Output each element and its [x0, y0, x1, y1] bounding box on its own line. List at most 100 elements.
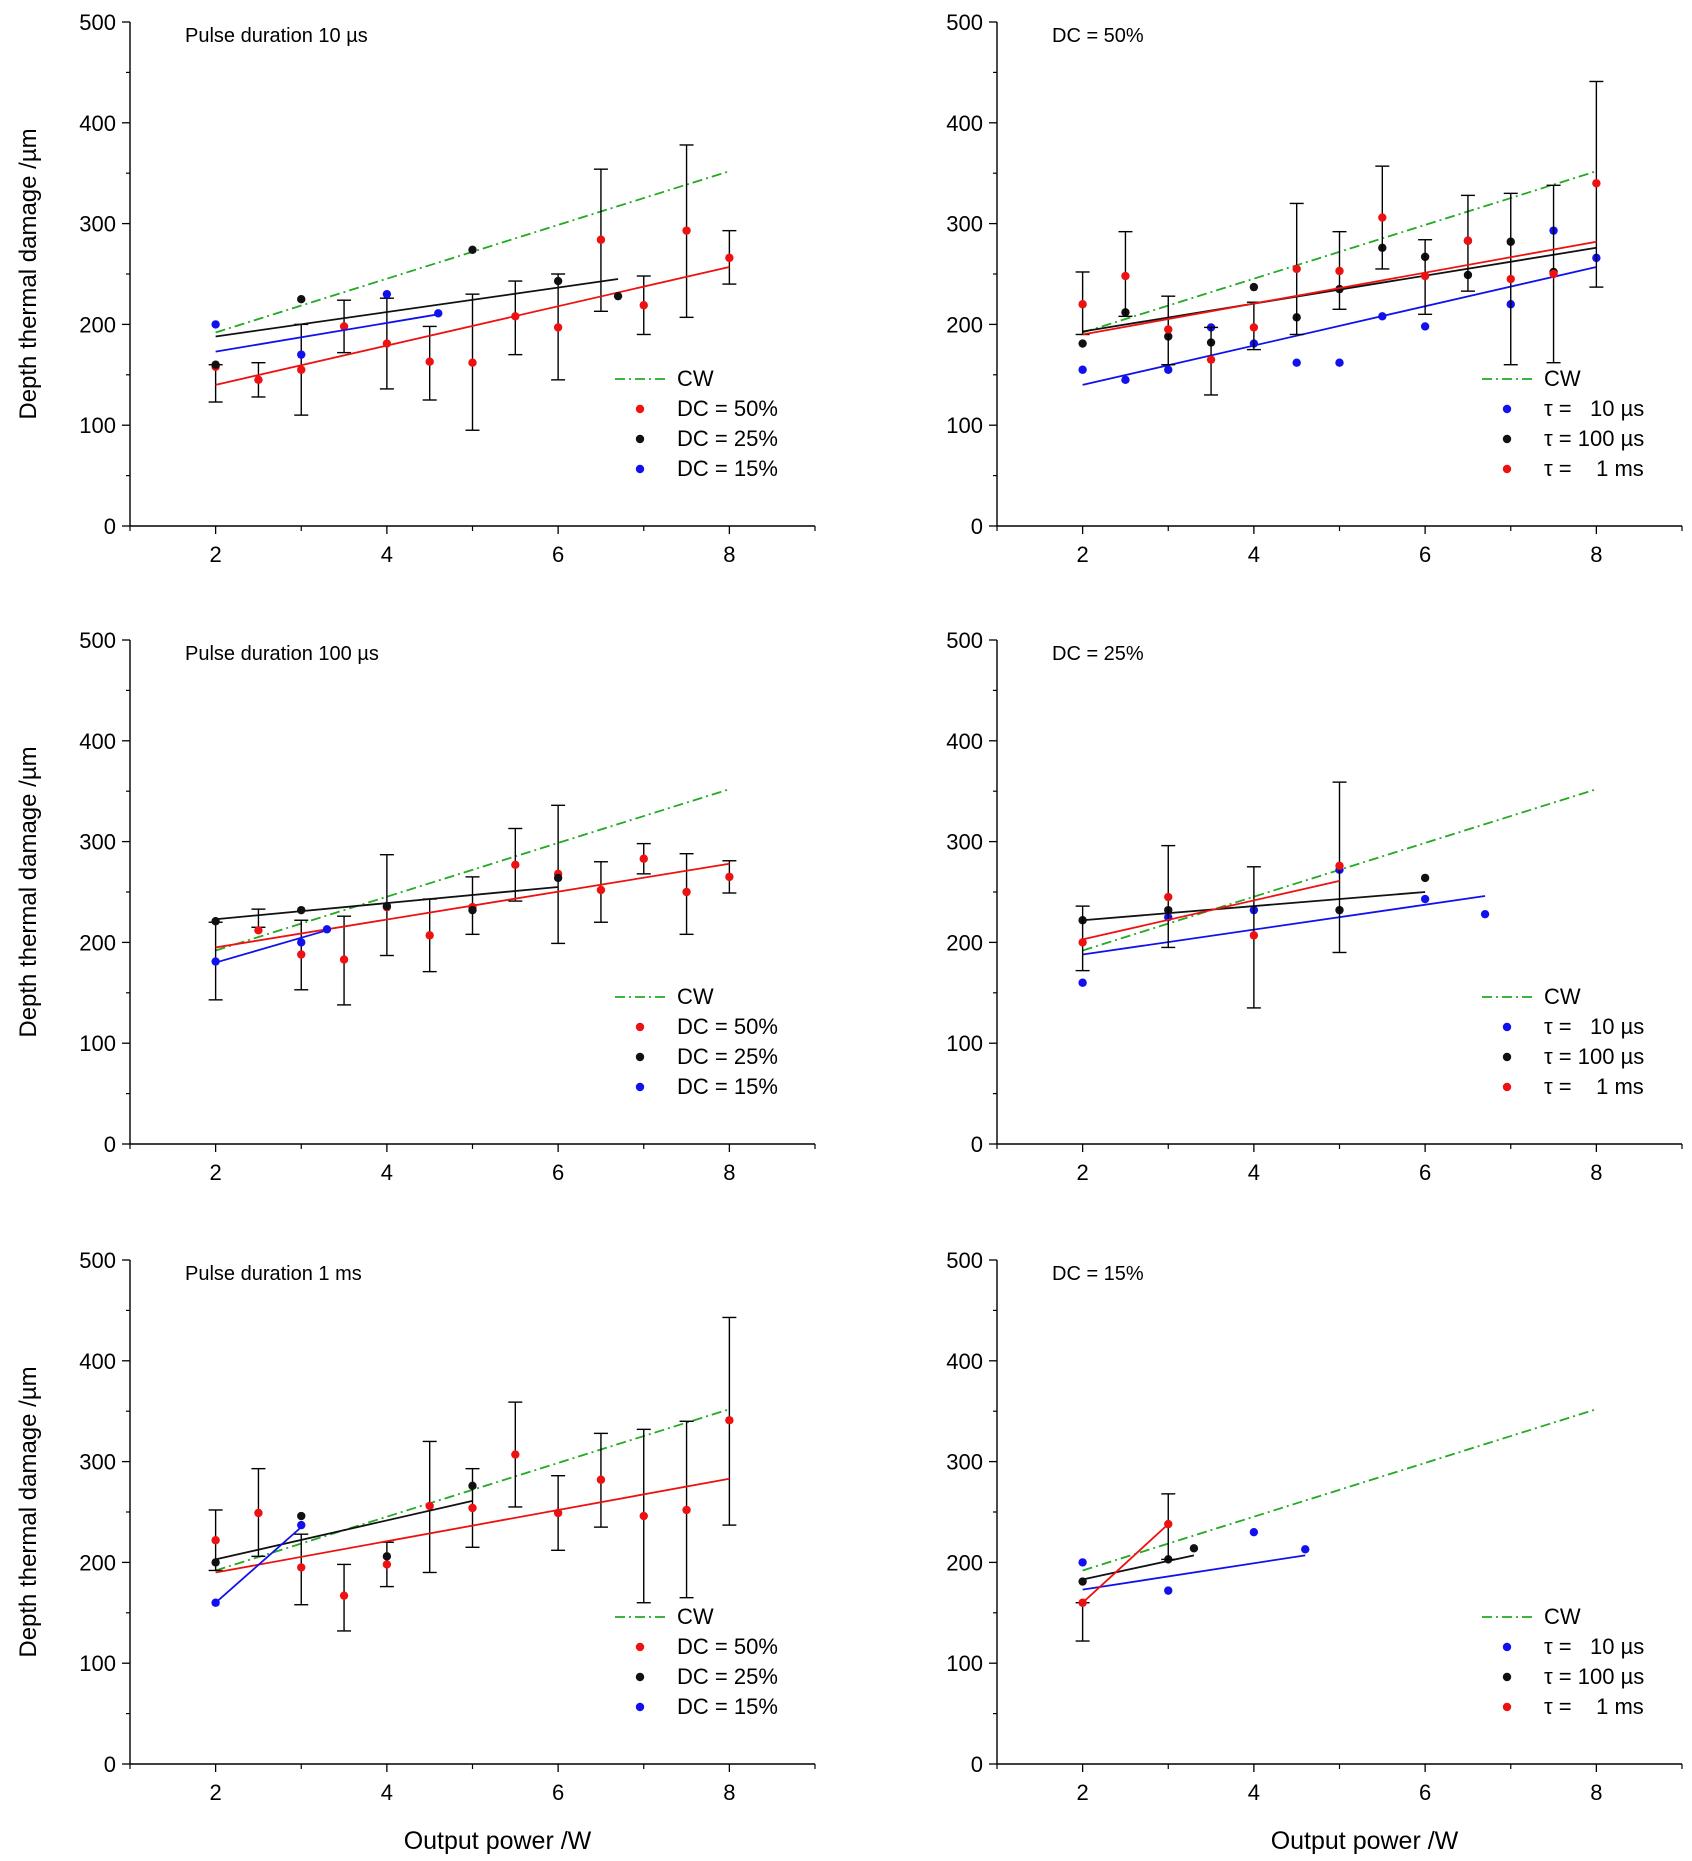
- x-tick-label: 2: [210, 1160, 222, 1185]
- legend-label: τ = 100 µs: [1544, 1664, 1644, 1689]
- data-point: [468, 245, 477, 255]
- data-point: [725, 253, 734, 263]
- y-tick-label: 400: [946, 111, 983, 136]
- legend-swatch: [635, 1642, 645, 1652]
- legend: CW DC = 50% DC = 25% DC = 15%: [615, 366, 778, 481]
- legend-label: CW: [677, 1604, 714, 1629]
- legend-swatch: [1502, 1702, 1512, 1712]
- data-point: [322, 925, 332, 934]
- fit-line: [215, 929, 328, 964]
- data-point: [1292, 358, 1301, 367]
- fit-line: [1082, 1523, 1169, 1604]
- x-tick-label: 2: [210, 1780, 222, 1805]
- legend-label: DC = 25%: [677, 1664, 778, 1689]
- data-point: [425, 1501, 434, 1511]
- fit-line: [215, 266, 730, 386]
- data-point: [211, 917, 220, 926]
- data-point: [1189, 1544, 1199, 1553]
- y-tick-label: 0: [104, 1132, 116, 1157]
- legend-swatch: [635, 1022, 645, 1032]
- x-tick-label: 2: [1077, 1160, 1089, 1185]
- fit-line: [215, 1526, 302, 1604]
- data-point: [382, 1560, 392, 1569]
- data-point: [1249, 323, 1259, 332]
- data-point: [511, 312, 520, 321]
- x-tick-label: 2: [1077, 1780, 1089, 1805]
- data-point: [511, 860, 520, 869]
- series-dc-25-: [211, 873, 563, 926]
- y-tick-label: 500: [79, 628, 116, 653]
- cw-line: [1082, 1408, 1597, 1572]
- x-tick-label: 6: [552, 1160, 564, 1185]
- data-point: [1463, 236, 1473, 245]
- y-tick-label: 0: [971, 514, 983, 539]
- data-point: [1206, 355, 1216, 364]
- y-tick-label: 100: [79, 413, 116, 438]
- data-point: [468, 1503, 477, 1513]
- data-point: [596, 885, 606, 895]
- data-point: [639, 854, 648, 863]
- legend-swatch: [1502, 1022, 1512, 1032]
- legend-swatch: [1502, 1642, 1512, 1652]
- legend: CW DC = 50% DC = 25% DC = 15%: [615, 984, 778, 1099]
- data-point: [1078, 339, 1087, 348]
- data-point: [382, 339, 392, 348]
- data-point: [511, 1450, 520, 1459]
- data-point: [297, 365, 306, 374]
- data-point: [1292, 264, 1301, 274]
- x-tick-label: 6: [1419, 542, 1431, 567]
- data-point: [1480, 909, 1490, 919]
- y-tick-label: 500: [79, 1248, 116, 1273]
- x-tick-label: 4: [381, 542, 393, 567]
- legend-label: τ = 10 µs: [1544, 396, 1644, 421]
- panel-p2: 0 100 200 300 400 500 2 4 6 8 DC = 50% CW τ = 10 µs τ…: [946, 10, 1683, 567]
- y-tick-label: 300: [79, 1450, 116, 1475]
- legend: CW DC = 50% DC = 25% DC = 15%: [615, 1604, 778, 1719]
- y-tick-label: 0: [104, 514, 116, 539]
- series--1-ms: [1075, 80, 1604, 396]
- data-point: [382, 1552, 392, 1561]
- x-tick-label: 4: [1248, 1780, 1260, 1805]
- data-point: [254, 375, 263, 385]
- x-tick-label: 8: [723, 1160, 735, 1185]
- data-point: [596, 1475, 606, 1484]
- data-point: [1301, 1545, 1310, 1554]
- panel-p5: 0 100 200 300 400 500 2 4 6 8 Pulse duration 1 ms D…: [15, 1248, 816, 1855]
- x-tick-label: 4: [381, 1780, 393, 1805]
- legend-swatch: [1502, 464, 1512, 474]
- legend-label: CW: [1544, 366, 1581, 391]
- data-point: [596, 235, 606, 244]
- y-tick-label: 0: [971, 1132, 983, 1157]
- y-tick-label: 500: [79, 10, 116, 35]
- legend-swatch: [635, 1672, 645, 1682]
- data-point: [297, 1563, 306, 1572]
- series--100-s: [1078, 237, 1597, 348]
- legend-label: DC = 15%: [677, 456, 778, 481]
- y-tick-label: 100: [946, 413, 983, 438]
- fit-line: [1082, 880, 1340, 941]
- data-point: [682, 226, 691, 235]
- series-dc-25-: [211, 245, 623, 369]
- x-axis-label: Output power /W: [404, 1827, 592, 1855]
- fit-line: [1082, 1554, 1195, 1581]
- data-point: [725, 1416, 734, 1425]
- data-point: [1078, 938, 1087, 947]
- data-point: [297, 905, 306, 915]
- legend: CW τ = 10 µs τ = 100 µs τ = 1 ms: [1482, 366, 1644, 481]
- data-point: [211, 320, 220, 329]
- fit-line: [215, 1500, 473, 1561]
- y-tick-label: 400: [946, 729, 983, 754]
- panel-title: Pulse duration 1 ms: [185, 1263, 362, 1285]
- fit-line: [1082, 240, 1597, 336]
- legend-swatch: [635, 434, 645, 444]
- panel-p1: 0 100 200 300 400 500 2 4 6 8 Pulse duration 10 µs…: [15, 10, 816, 567]
- legend-label: DC = 50%: [677, 1634, 778, 1659]
- legend-swatch: [635, 464, 645, 474]
- legend-label: CW: [1544, 984, 1581, 1009]
- series-dc-15-: [211, 925, 332, 966]
- x-tick-label: 8: [1590, 1160, 1602, 1185]
- data-point: [1249, 282, 1259, 292]
- x-tick-label: 2: [1077, 542, 1089, 567]
- x-tick-label: 8: [723, 542, 735, 567]
